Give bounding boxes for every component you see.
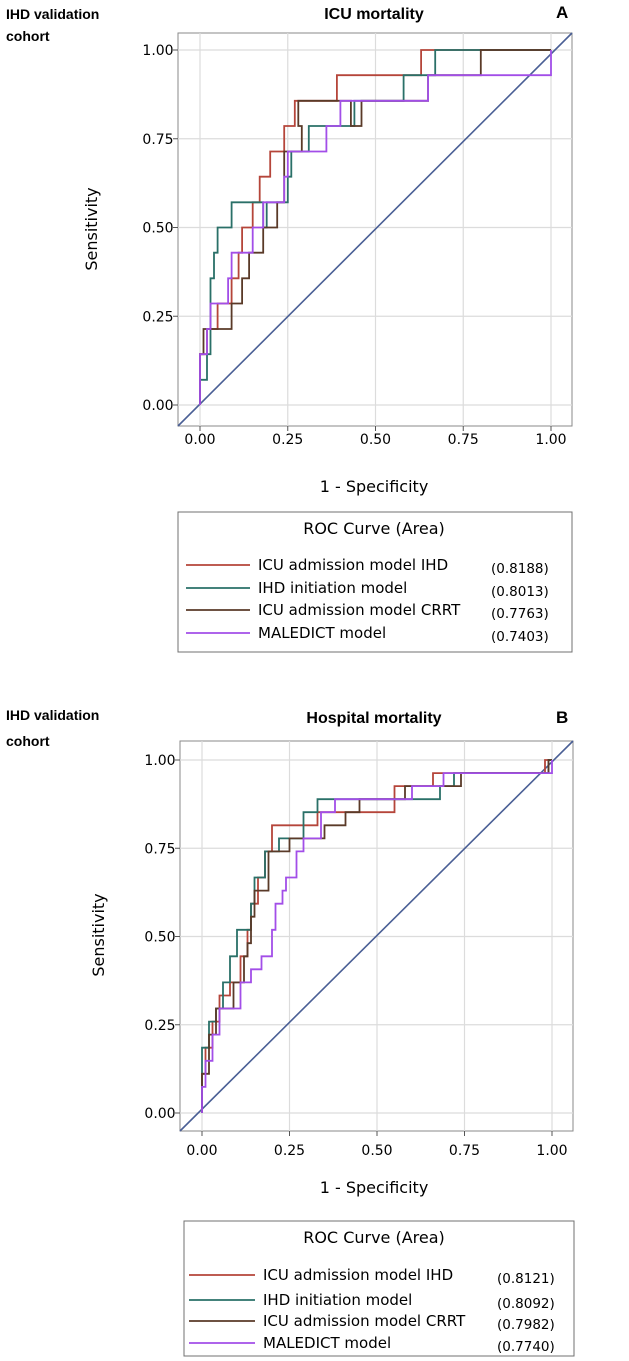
panel-a-legend-area-4: (0.7403) bbox=[491, 629, 549, 645]
panel-a-y-axis-label: Sensitivity bbox=[82, 187, 101, 270]
panel-b-letter: B bbox=[556, 708, 568, 727]
panel-b-legend-area-1: (0.8121) bbox=[497, 1271, 555, 1287]
panel-b-legend-title: ROC Curve (Area) bbox=[303, 1228, 445, 1247]
panel-a-legend-area-3: (0.7763) bbox=[491, 606, 549, 622]
panel-a-x-tick-label: 1.00 bbox=[535, 432, 566, 448]
panel-b-cohort-label-line2: cohort bbox=[6, 733, 50, 749]
panel-a-title: ICU mortality bbox=[324, 6, 424, 23]
panel-a-y-tick-label: 0.50 bbox=[142, 221, 173, 237]
panel-b-y-axis-label: Sensitivity bbox=[89, 893, 108, 976]
panel-b-y-tick-label: 0.00 bbox=[144, 1106, 175, 1122]
panel-a-y-tick-label: 1.00 bbox=[142, 43, 173, 59]
panel-b-legend-area-2: (0.8092) bbox=[497, 1296, 555, 1312]
panel-b-x-tick-label: 0.50 bbox=[361, 1143, 392, 1159]
panel-b-x-tick-label: 0.75 bbox=[449, 1143, 480, 1159]
panel-a-y-tick-label: 0.25 bbox=[142, 309, 173, 325]
panel-b-legend-area-3: (0.7982) bbox=[497, 1317, 555, 1333]
panel-a-legend-box bbox=[177, 511, 573, 653]
panel-b-x-axis-label: 1 - Specificity bbox=[320, 1178, 429, 1197]
panel-b-legend-label-3: ICU admission model CRRT bbox=[263, 1312, 466, 1330]
panel-a-x-axis-label: 1 - Specificity bbox=[320, 477, 429, 496]
panel-a-roc-curve-4 bbox=[199, 50, 552, 405]
panel-b-cohort-label-line1: IHD validation bbox=[6, 707, 99, 723]
panel-b: IHD validation cohort B Hospital mortality 0… bbox=[6, 707, 575, 1357]
panel-a-legend-label-1: ICU admission model IHD bbox=[258, 556, 448, 574]
panel-a-legend-label-2: IHD initiation model bbox=[258, 579, 407, 597]
panel-b-y-tick-label: 0.25 bbox=[144, 1018, 175, 1034]
panel-a-cohort-label-line2: cohort bbox=[6, 28, 50, 44]
panel-a-letter: A bbox=[556, 3, 568, 22]
panel-a-y-tick-label: 0.75 bbox=[142, 132, 173, 148]
panel-b-legend-box bbox=[183, 1220, 575, 1357]
panel-b-legend-label-4: MALEDICT model bbox=[263, 1334, 391, 1352]
panel-a-legend-title: ROC Curve (Area) bbox=[303, 519, 445, 538]
panel-b-reference-diagonal bbox=[179, 740, 574, 1132]
panel-a-legend-area-1: (0.8188) bbox=[491, 561, 549, 577]
panel-a-legend-area-2: (0.8013) bbox=[491, 584, 549, 600]
panel-b-title: Hospital mortality bbox=[306, 710, 441, 727]
panel-b-y-tick-label: 1.00 bbox=[144, 753, 175, 769]
panel-b-y-tick-label: 0.50 bbox=[144, 930, 175, 946]
panel-b-x-tick-label: 0.25 bbox=[274, 1143, 305, 1159]
panel-a-x-tick-label: 0.25 bbox=[272, 432, 303, 448]
panel-a-y-tick-label: 0.00 bbox=[142, 398, 173, 414]
panel-b-x-tick-label: 1.00 bbox=[536, 1143, 567, 1159]
panel-a-cohort-label-line1: IHD validation bbox=[6, 6, 99, 22]
panel-b-x-tick-label: 0.00 bbox=[186, 1143, 217, 1159]
panel-b-legend-label-2: IHD initiation model bbox=[263, 1291, 412, 1309]
panel-b-legend-label-1: ICU admission model IHD bbox=[263, 1266, 453, 1284]
panel-a-reference-diagonal bbox=[177, 32, 573, 427]
panel-a-x-tick-label: 0.50 bbox=[360, 432, 391, 448]
panel-a: IHD validation cohort A ICU mortality 0.00 0.… bbox=[6, 3, 573, 653]
panel-a-x-tick-label: 0.00 bbox=[184, 432, 215, 448]
panel-b-legend-area-4: (0.7740) bbox=[497, 1339, 555, 1355]
panel-a-legend-label-4: MALEDICT model bbox=[258, 624, 386, 642]
panel-a-legend-label-3: ICU admission model CRRT bbox=[258, 601, 461, 619]
panel-b-roc-curve-4 bbox=[201, 760, 553, 1113]
panel-b-y-tick-label: 0.75 bbox=[144, 841, 175, 857]
panel-a-x-tick-label: 0.75 bbox=[448, 432, 479, 448]
